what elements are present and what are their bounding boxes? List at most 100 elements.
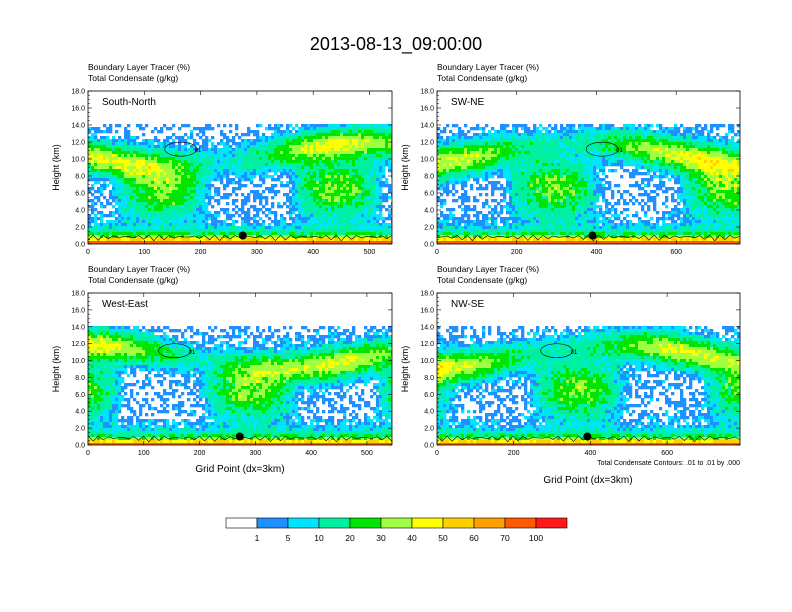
field-cell xyxy=(304,133,308,137)
field-cell xyxy=(193,145,197,149)
field-cell xyxy=(650,148,654,152)
field-cell xyxy=(629,160,633,164)
field-cell xyxy=(187,238,191,242)
field-cell xyxy=(154,148,158,152)
field-cell xyxy=(283,226,287,230)
field-cell xyxy=(316,199,320,203)
field-cell xyxy=(307,187,311,191)
field-cell xyxy=(482,166,486,170)
field-cell xyxy=(521,160,525,164)
field-cell xyxy=(455,124,459,128)
field-cell xyxy=(367,223,371,227)
field-cell xyxy=(292,238,296,242)
field-cell xyxy=(533,139,537,143)
field-cell xyxy=(364,199,368,203)
field-cell xyxy=(334,187,338,191)
field-cell xyxy=(656,124,660,128)
field-cell xyxy=(259,184,263,188)
field-cell xyxy=(91,133,95,137)
field-cell xyxy=(256,208,260,212)
field-cell xyxy=(148,169,152,173)
field-cell xyxy=(130,241,134,244)
field-cell xyxy=(689,160,693,164)
field-cell xyxy=(289,160,293,164)
field-cell xyxy=(322,160,326,164)
field-cell xyxy=(247,175,251,179)
field-cell xyxy=(106,136,110,140)
field-cell xyxy=(334,139,338,143)
field-cell xyxy=(235,232,239,236)
field-cell xyxy=(187,142,191,146)
field-cell xyxy=(602,154,606,158)
field-cell xyxy=(94,208,98,212)
field-cell xyxy=(172,166,176,170)
field-cell xyxy=(680,148,684,152)
field-cell xyxy=(352,154,356,158)
field-cell xyxy=(154,202,158,206)
field-cell xyxy=(313,187,317,191)
field-cell xyxy=(280,238,284,242)
field-cell xyxy=(569,166,573,170)
field-cell xyxy=(557,160,561,164)
field-cell xyxy=(187,217,191,221)
field-cell xyxy=(196,166,200,170)
field-cell xyxy=(244,175,248,179)
field-cell xyxy=(668,145,672,149)
field-cell xyxy=(307,229,311,233)
field-cell xyxy=(704,136,708,140)
field-cell xyxy=(118,175,122,179)
field-cell xyxy=(106,151,110,155)
field-cell xyxy=(226,151,230,155)
field-cell xyxy=(376,202,380,206)
field-cell xyxy=(680,136,684,140)
field-cell xyxy=(632,124,636,128)
field-cell xyxy=(277,157,281,161)
field-cell xyxy=(109,166,113,170)
field-cell xyxy=(581,133,585,137)
field-cell xyxy=(211,217,215,221)
field-cell xyxy=(536,142,540,146)
field-cell xyxy=(623,160,627,164)
field-cell xyxy=(572,139,576,143)
field-cell xyxy=(124,130,128,134)
field-cell xyxy=(166,205,170,209)
field-cell xyxy=(343,145,347,149)
field-cell xyxy=(367,229,371,233)
field-cell xyxy=(458,148,462,152)
field-cell xyxy=(247,238,251,242)
field-cell xyxy=(181,196,185,200)
field-cell xyxy=(473,127,477,131)
field-cell xyxy=(205,229,209,233)
field-cell xyxy=(443,151,447,155)
condensate-contour-upper xyxy=(164,141,198,157)
field-cell xyxy=(166,238,170,242)
field-cell xyxy=(737,133,740,137)
field-cell xyxy=(166,136,170,140)
field-cell xyxy=(97,172,101,176)
field-cell xyxy=(295,187,299,191)
field-cell xyxy=(626,130,630,134)
field-cell xyxy=(361,211,365,215)
field-cell xyxy=(575,157,579,161)
field-cell xyxy=(370,211,374,215)
field-cell xyxy=(136,190,140,194)
field-cell xyxy=(352,184,356,188)
field-cell xyxy=(280,235,284,239)
field-cell xyxy=(103,163,107,167)
field-cell xyxy=(391,217,392,221)
field-cell xyxy=(608,139,612,143)
field-cell xyxy=(97,163,101,167)
field-cell xyxy=(202,190,206,194)
field-cell xyxy=(653,142,657,146)
field-cell xyxy=(334,124,338,128)
field-cell xyxy=(307,130,311,134)
field-cell xyxy=(506,154,510,158)
field-cell xyxy=(530,133,534,137)
field-cell xyxy=(476,136,480,140)
field-cell xyxy=(88,235,92,239)
field-cell xyxy=(650,166,654,170)
field-cell xyxy=(313,193,317,197)
field-cell xyxy=(202,196,206,200)
field-cell xyxy=(596,151,600,155)
field-cell xyxy=(316,157,320,161)
